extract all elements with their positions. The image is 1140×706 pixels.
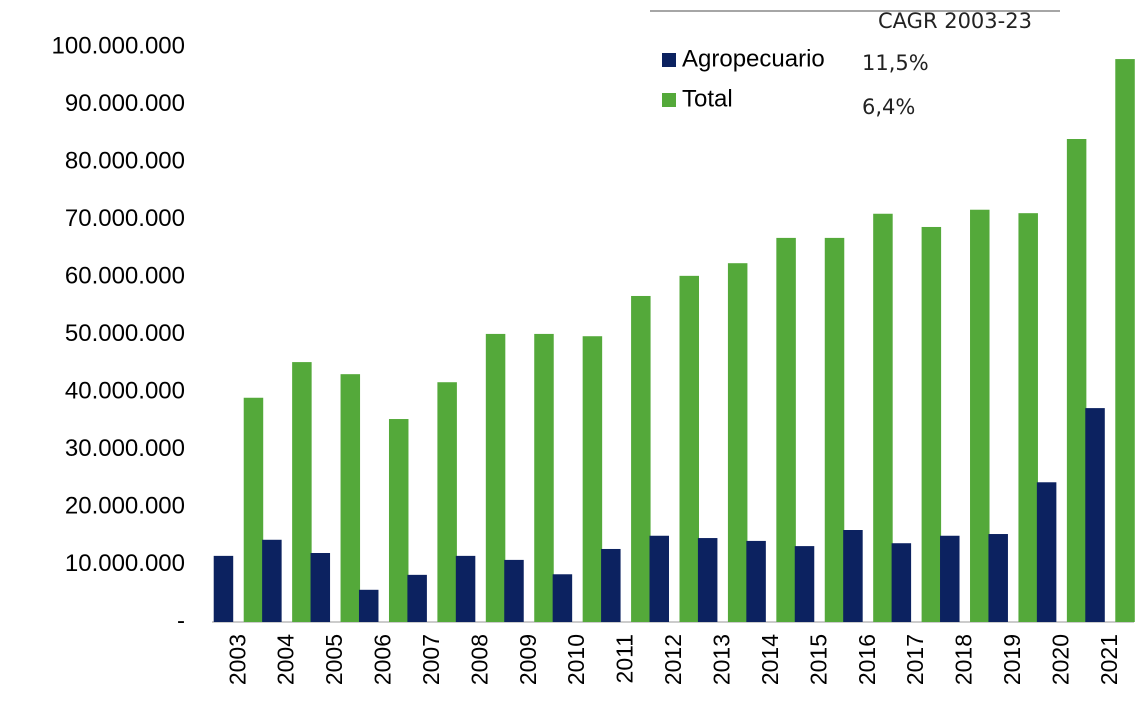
bar (1066, 139, 1087, 622)
legend-cagr: 6,4% (862, 95, 915, 119)
bar (1115, 59, 1135, 622)
bar (388, 419, 409, 622)
bar (358, 589, 379, 622)
bar (243, 397, 264, 622)
bar (970, 209, 990, 622)
x-tick-label: 2011 (612, 634, 638, 683)
bar (1018, 213, 1038, 623)
x-tick-label: 2005 (321, 634, 347, 685)
x-tick-label: 2013 (708, 634, 734, 685)
x-tick-label: 2016 (854, 634, 880, 685)
x-tick-label: 2009 (515, 634, 541, 685)
legend-cagr: 11,5% (862, 51, 929, 75)
legend-label: Agropecuario (682, 45, 825, 72)
bar (843, 530, 863, 622)
bar (631, 295, 651, 622)
x-tick-label: 2007 (418, 634, 444, 685)
bar (455, 555, 476, 622)
bar (262, 539, 282, 622)
x-tick-label: 2014 (757, 634, 783, 685)
legend-header: CAGR 2003-23 (878, 9, 1032, 33)
bar (407, 574, 427, 622)
bar (940, 535, 960, 622)
y-tick-label: 50.000.000 (65, 320, 185, 347)
bar (679, 275, 699, 622)
x-tick-label: 2018 (951, 634, 977, 685)
bar (552, 574, 573, 622)
y-tick-label: 10.000.000 (65, 550, 185, 577)
x-tick-label: 2008 (466, 634, 492, 685)
legend-swatch (662, 93, 676, 107)
x-tick-label: 2017 (902, 634, 928, 685)
x-tick-label: 2015 (805, 634, 831, 685)
bar (534, 333, 554, 622)
x-tick-label: 2010 (563, 634, 589, 685)
bar (891, 543, 912, 622)
legend-label: Total (682, 85, 733, 112)
bar (921, 226, 942, 622)
bar (310, 553, 331, 622)
bar (746, 540, 766, 622)
bar (437, 382, 457, 622)
y-tick-label: 70.000.000 (65, 205, 185, 232)
bar (697, 538, 718, 622)
bar (340, 374, 361, 622)
y-tick-label: 30.000.000 (65, 435, 185, 462)
x-tick-label: 2004 (273, 634, 299, 685)
bar (1036, 482, 1057, 622)
bar (1085, 408, 1105, 622)
bar (213, 555, 234, 622)
bar (727, 263, 748, 622)
y-tick-label: 40.000.000 (65, 377, 185, 404)
bar (873, 213, 893, 622)
x-tick-label: 2003 (224, 634, 250, 685)
x-tick-label: 2021 (1096, 634, 1122, 685)
x-tick-label: 2012 (660, 634, 686, 685)
bar (649, 535, 669, 622)
bar (601, 548, 621, 622)
x-tick-label: 2006 (370, 634, 396, 685)
y-tick-label: 80.000.000 (65, 147, 185, 174)
y-tick-label: 20.000.000 (65, 492, 185, 519)
y-tick-label: 90.000.000 (65, 90, 185, 117)
bar (776, 237, 796, 622)
y-tick-label: - (177, 607, 185, 634)
legend-swatch (662, 53, 676, 67)
x-tick-label: 2019 (999, 634, 1025, 685)
bar (794, 546, 815, 622)
y-tick-label: 60.000.000 (65, 262, 185, 289)
bar (582, 336, 603, 622)
x-tick-label: 2020 (1047, 634, 1073, 685)
bar (485, 333, 506, 622)
bar (504, 559, 524, 622)
bar (988, 534, 1008, 622)
y-tick-label: 100.000.000 (52, 32, 185, 59)
bar (292, 362, 312, 622)
bar (824, 237, 845, 622)
